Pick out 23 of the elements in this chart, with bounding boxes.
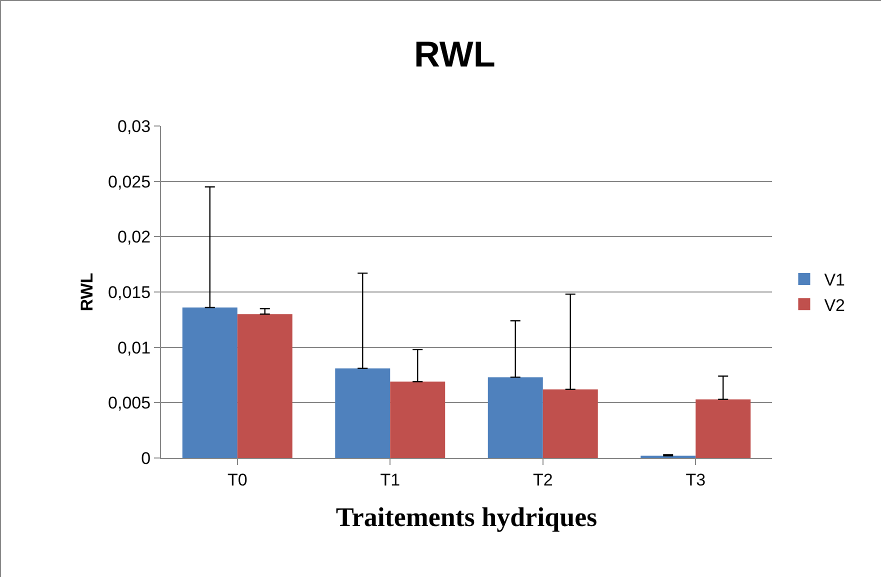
x-tick-label: T0 (227, 470, 248, 490)
y-tick-label: 0 (141, 448, 151, 468)
legend-label: V1 (824, 270, 846, 290)
y-tick-label: 0,01 (118, 338, 151, 358)
bar (335, 368, 390, 458)
y-tick-label: 0,03 (118, 116, 151, 136)
bar (542, 389, 598, 458)
bar (237, 314, 292, 458)
bar (182, 307, 238, 458)
bar (390, 382, 446, 458)
x-axis-title: Traitements hydriques (336, 502, 598, 532)
x-tick-label: T2 (532, 470, 553, 490)
legend-label: V2 (824, 296, 846, 315)
bar (696, 399, 751, 458)
y-axis-title: RWL (78, 272, 97, 312)
chart-title: RWL (414, 34, 496, 75)
y-tick-label: 0,02 (118, 228, 151, 247)
y-tick-label: 0,005 (108, 394, 151, 413)
x-tick-label: T1 (380, 470, 400, 490)
y-tick-label: 0,015 (108, 282, 151, 302)
x-tick-label: T3 (686, 470, 706, 490)
y-tick-label: 0,025 (108, 172, 151, 192)
bar (488, 377, 543, 458)
